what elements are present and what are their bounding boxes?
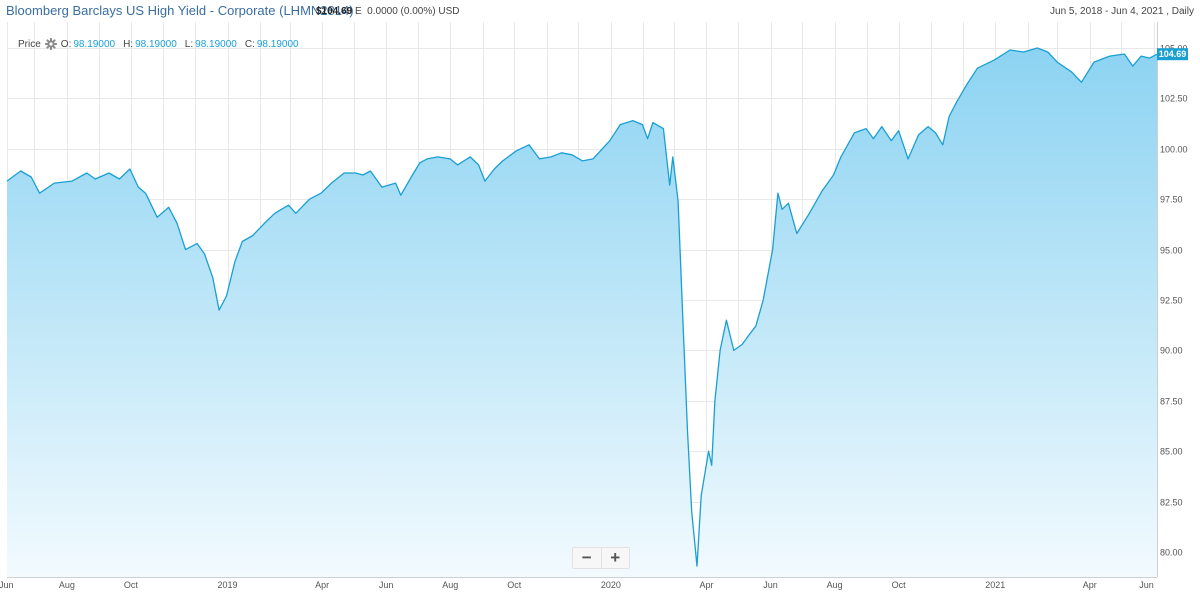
open-value: 98.19000 [73, 38, 116, 50]
chart-header: Bloomberg Barclays US High Yield - Corpo… [0, 0, 1200, 24]
x-tick-label: Aug [442, 580, 458, 590]
low-label: L: [184, 38, 194, 50]
y-axis: 105.00102.50100.0097.5095.0092.5090.0087… [1160, 44, 1188, 558]
high-value: 98.19000 [135, 38, 177, 50]
x-tick-label: Oct [124, 580, 139, 590]
currency: USD [438, 6, 460, 17]
x-tick-label: Jun [379, 580, 394, 590]
x-tick-label: Oct [507, 580, 522, 590]
last-value-tag: 104.69 [1157, 48, 1188, 61]
x-tick-label: 2021 [985, 580, 1005, 590]
y-tick-label: 80.00 [1160, 548, 1183, 558]
x-tick-label: Apr [315, 580, 329, 590]
y-tick-label: 97.50 [1160, 195, 1183, 205]
close-label: C: [244, 38, 255, 50]
y-tick-label: 95.00 [1160, 246, 1183, 256]
low-value: 98.19000 [195, 38, 237, 50]
x-tick-label: Jun [1139, 580, 1154, 590]
y-tick-label: 92.50 [1160, 296, 1183, 306]
zoom-controls: − + [572, 547, 630, 569]
date-range[interactable]: Jun 5, 2018 - Jun 4, 2021 , Daily [1050, 6, 1194, 17]
price-area-fill [7, 48, 1157, 577]
y-tick-label: 90.00 [1160, 346, 1183, 356]
y-tick-label: 102.50 [1160, 94, 1188, 104]
close-value: 98.19000 [256, 38, 299, 50]
high-label: H: [123, 38, 134, 50]
gear-icon[interactable] [44, 38, 57, 50]
x-tick-label: Jun [763, 580, 778, 590]
x-tick-label: Jun [0, 580, 14, 590]
x-tick-label: Aug [59, 580, 75, 590]
last-value-label: 104.69 [1159, 49, 1187, 59]
zoom-out-button[interactable]: − [581, 548, 592, 567]
x-tick-label: 2020 [601, 580, 621, 590]
price-flag: E [354, 6, 362, 17]
price-quote: $104.69 E 0.0000 (0.00%) USD [316, 6, 459, 17]
y-tick-label: 87.50 [1160, 397, 1183, 407]
price-series-line [6, 47, 1158, 567]
y-tick-label: 85.00 [1160, 447, 1183, 457]
ohlc-legend: Price O: 98.19000 H: 98.19000 L: 98.19000 C… [18, 38, 307, 50]
x-tick-label: 2019 [217, 580, 237, 590]
x-tick-label: Aug [827, 580, 843, 590]
current-price: $104.69 [316, 6, 353, 17]
last-value-tag-box [1157, 48, 1188, 61]
price-change: 0.0000 [367, 6, 398, 17]
instrument-title[interactable]: Bloomberg Barclays US High Yield - Corpo… [6, 3, 354, 18]
x-axis: Jun Aug Oct 2019 Apr Jun Aug Oct 2020 Apr Jun Aug Oc… [0, 577, 1157, 590]
price-series-label: Price [18, 38, 41, 50]
x-tick-label: Apr [699, 580, 713, 590]
x-tick-label: Apr [1083, 580, 1097, 590]
x-tick-label: Oct [892, 580, 907, 590]
zoom-in-button[interactable]: + [600, 548, 630, 568]
y-tick-label: 100.00 [1160, 145, 1188, 155]
y-tick-label: 82.50 [1160, 498, 1183, 508]
open-label: O: [60, 38, 72, 50]
price-change-pct: (0.00%) [400, 6, 436, 17]
